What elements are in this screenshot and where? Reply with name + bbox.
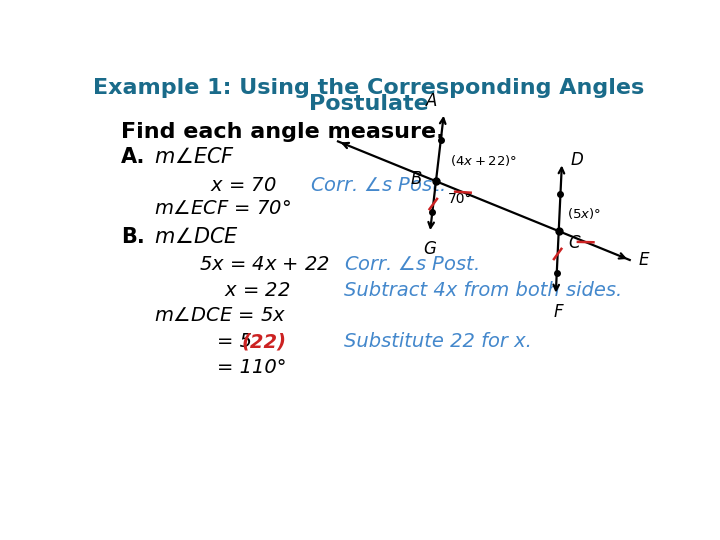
Text: m$\angle$ECF = 70°: m$\angle$ECF = 70°: [154, 199, 291, 218]
Text: B: B: [410, 170, 422, 188]
Text: m$\angle$ECF: m$\angle$ECF: [154, 147, 235, 167]
Text: A.: A.: [121, 147, 145, 167]
Text: m$\angle$DCE: m$\angle$DCE: [154, 227, 239, 247]
Text: $(4x + 22)°$: $(4x + 22)°$: [450, 153, 517, 168]
Text: Find each angle measure.: Find each angle measure.: [121, 122, 444, 142]
Text: A: A: [426, 92, 437, 110]
Text: Postulate: Postulate: [309, 94, 429, 114]
Text: Corr. $\angle$s Post.: Corr. $\angle$s Post.: [310, 176, 446, 195]
Text: Example 1: Using the Corresponding Angles: Example 1: Using the Corresponding Angle…: [94, 78, 644, 98]
Text: D: D: [570, 152, 583, 170]
Text: Subtract 4x from both sides.: Subtract 4x from both sides.: [344, 281, 622, 300]
Text: B.: B.: [121, 227, 145, 247]
Text: C: C: [569, 234, 580, 252]
Text: Corr. $\angle$s Post.: Corr. $\angle$s Post.: [344, 255, 479, 274]
Text: (22): (22): [242, 332, 287, 351]
Text: E: E: [638, 251, 649, 269]
Text: 70°: 70°: [449, 192, 473, 206]
Text: G: G: [423, 240, 436, 259]
Text: $x$ = 70: $x$ = 70: [210, 176, 276, 195]
Text: = 5: = 5: [217, 332, 252, 351]
Text: F: F: [554, 303, 563, 321]
Text: Substitute 22 for x.: Substitute 22 for x.: [344, 332, 532, 351]
Text: 5$x$ = 4$x$ + 22: 5$x$ = 4$x$ + 22: [199, 255, 330, 274]
Text: = 110°: = 110°: [217, 358, 287, 377]
Text: m$\angle$DCE = 5$x$: m$\angle$DCE = 5$x$: [154, 306, 287, 326]
Text: $x$ = 22: $x$ = 22: [224, 281, 290, 300]
Text: $(5x)°$: $(5x)°$: [567, 206, 601, 221]
